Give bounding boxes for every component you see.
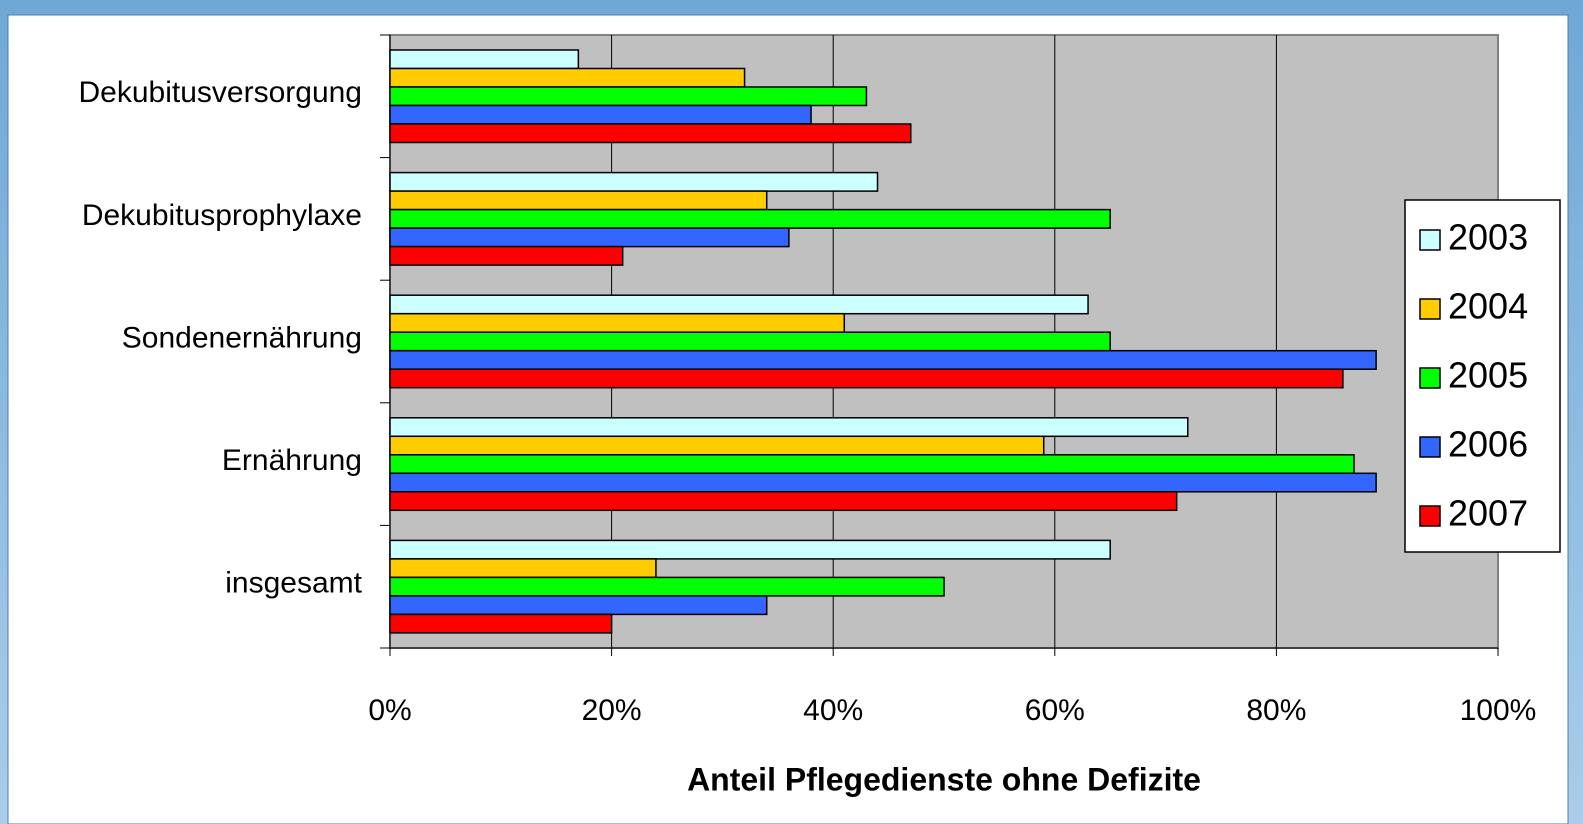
bar (389, 539, 1111, 560)
y-tick-label: Dekubitusprophylaxe (82, 199, 362, 232)
y-tick-label: Ernährung (222, 444, 362, 477)
bar (389, 227, 790, 248)
y-tick-label: Sondenernährung (122, 321, 362, 354)
bar (389, 454, 1355, 475)
bar (389, 349, 1377, 370)
bar (389, 491, 1178, 512)
bar (389, 67, 746, 88)
bar (389, 312, 846, 333)
bar (389, 613, 613, 634)
y-tick-label: insgesamt (225, 567, 362, 600)
legend-label: 2005 (1448, 355, 1528, 396)
bar (389, 245, 624, 266)
bar (389, 435, 1045, 456)
bar (389, 208, 1111, 229)
x-tick-label: 60% (1025, 694, 1085, 727)
bar (389, 417, 1189, 438)
bar (389, 123, 912, 144)
x-tick-label: 100% (1460, 694, 1537, 727)
bar (389, 595, 768, 616)
x-tick-label: 40% (803, 694, 863, 727)
bar (389, 86, 868, 107)
legend-label: 2004 (1448, 286, 1528, 327)
legend-swatch (1419, 229, 1441, 251)
x-tick-label: 80% (1246, 694, 1306, 727)
bar (389, 190, 768, 211)
bar (389, 368, 1344, 389)
x-axis-title: Anteil Pflegedienste ohne Defizite (687, 761, 1201, 797)
bar (389, 576, 945, 597)
bar (389, 294, 1089, 315)
legend-swatch (1419, 298, 1441, 320)
legend-label: 2007 (1448, 493, 1528, 534)
legend-label: 2003 (1448, 217, 1528, 258)
bar (389, 104, 812, 125)
bar (389, 558, 657, 579)
legend-label: 2006 (1448, 424, 1528, 465)
x-tick-label: 0% (368, 694, 411, 727)
bar (389, 331, 1111, 352)
bar (389, 171, 879, 192)
legend-swatch (1419, 367, 1441, 389)
bar (389, 472, 1377, 493)
bar (389, 49, 580, 70)
legend-swatch (1419, 505, 1441, 527)
y-tick-label: Dekubitusversorgung (79, 76, 363, 109)
legend-swatch (1419, 436, 1441, 458)
x-tick-label: 20% (582, 694, 642, 727)
